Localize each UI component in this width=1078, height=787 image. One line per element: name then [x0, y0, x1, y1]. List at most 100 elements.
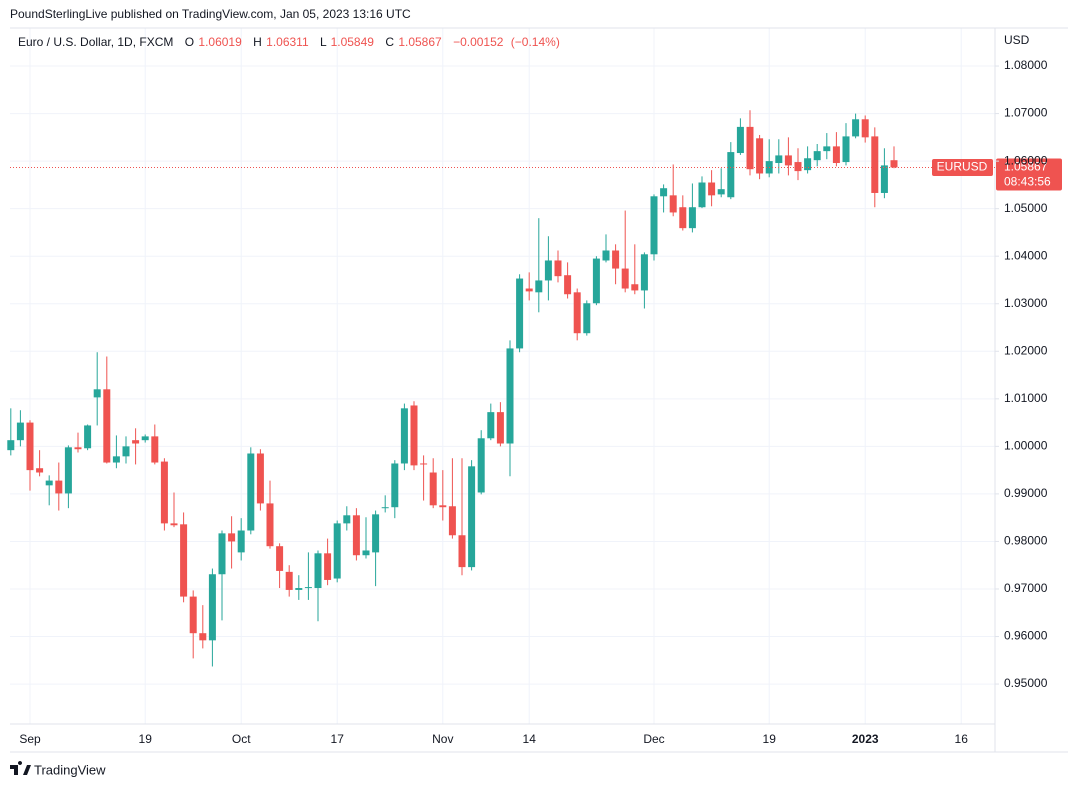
y-tick-label: 1.02000 — [1004, 343, 1048, 357]
candle-body — [871, 136, 879, 193]
y-unit: USD — [1004, 33, 1030, 47]
candle-body — [852, 119, 860, 137]
open-label: O — [185, 35, 194, 49]
candle-body — [218, 533, 226, 575]
candle-body — [247, 453, 255, 531]
brand-name: TradingView — [34, 762, 106, 777]
close-label: C — [385, 35, 394, 49]
brand-logo: TradingView — [10, 761, 106, 777]
candle-body — [477, 438, 485, 493]
candle-body — [660, 188, 668, 197]
candle-body — [324, 553, 332, 580]
x-tick-label: 14 — [523, 732, 537, 746]
candle-body — [880, 165, 888, 193]
candle-body — [650, 196, 658, 255]
logo-icon — [10, 761, 31, 775]
candle-body — [688, 207, 696, 229]
candle-body — [208, 574, 216, 641]
candle-body — [679, 207, 687, 229]
candle-body — [592, 258, 600, 304]
candle-body — [554, 260, 562, 277]
candle-body — [26, 422, 34, 471]
high-label: H — [253, 35, 262, 49]
price-tag-bg — [996, 158, 1062, 191]
candle-body — [362, 550, 370, 556]
candle-body — [84, 425, 92, 449]
candle-body — [304, 587, 312, 589]
candle-body — [458, 535, 466, 568]
candle-body — [429, 472, 437, 506]
candle-body — [141, 436, 149, 441]
candle-body — [228, 533, 236, 542]
candle-body — [237, 530, 245, 553]
y-tick-label: 1.07000 — [1004, 106, 1048, 120]
x-tick-label: Dec — [643, 732, 664, 746]
candle-body — [7, 440, 15, 451]
candle-body — [535, 280, 543, 293]
candle-body — [381, 507, 389, 509]
y-tick-label: 0.98000 — [1004, 534, 1048, 548]
high-value: 1.06311 — [266, 35, 309, 49]
candle-body — [525, 288, 533, 292]
candle-body — [727, 152, 735, 198]
candle-body — [842, 136, 850, 163]
candle-body — [496, 412, 504, 444]
x-tick-label: 16 — [955, 732, 969, 746]
grid — [10, 28, 995, 724]
candle-body — [314, 553, 322, 589]
candle-body — [861, 119, 869, 138]
candle-body — [199, 633, 207, 641]
candle-body — [170, 523, 178, 526]
candle-body — [352, 515, 360, 556]
x-tick-label: Oct — [232, 732, 251, 746]
candle-body — [487, 412, 495, 439]
y-tick-label: 1.01000 — [1004, 391, 1048, 405]
candle-body — [400, 408, 408, 464]
candle-body — [717, 189, 725, 195]
candle-body — [583, 303, 591, 334]
y-tick-label: 0.96000 — [1004, 629, 1048, 643]
candle-body — [756, 138, 764, 174]
candle-body — [516, 278, 524, 349]
candle-body — [544, 260, 552, 281]
candle-body — [36, 468, 44, 473]
candle-body — [276, 546, 284, 571]
candle-body — [55, 480, 63, 494]
candle-body — [746, 126, 754, 170]
candle-body — [736, 126, 744, 154]
candle-body — [189, 596, 197, 634]
candle-body — [439, 505, 447, 508]
candle-body — [804, 158, 812, 171]
candle-body — [256, 453, 264, 504]
candle-body — [45, 480, 53, 486]
legend: Euro / U.S. Dollar, 1D, FXCM O 1.06019 H… — [18, 35, 560, 49]
candle-body — [506, 348, 514, 444]
candle-body — [74, 447, 82, 450]
candle-body — [794, 162, 802, 172]
candle-body — [890, 160, 898, 168]
candle-body — [468, 466, 476, 568]
candle-body — [410, 405, 418, 466]
candle-body — [122, 446, 130, 457]
ticker-tag-bg — [932, 158, 993, 176]
x-tick-label: 2023 — [852, 732, 879, 746]
candle-body — [333, 523, 341, 579]
candle-body — [669, 195, 677, 213]
y-tick-label: 0.99000 — [1004, 486, 1048, 500]
candle-body — [698, 182, 706, 208]
y-tick-label: 1.00000 — [1004, 439, 1048, 453]
low-label: L — [320, 35, 327, 49]
candle-body — [602, 250, 610, 261]
candle-body — [285, 571, 293, 590]
y-tick-label: 1.08000 — [1004, 58, 1048, 72]
candle-body — [813, 151, 821, 161]
candle-body — [823, 146, 831, 152]
low-value: 1.05849 — [331, 35, 375, 49]
change-pct: (−0.14%) — [511, 35, 560, 49]
candle-body — [112, 456, 120, 463]
candle-body — [372, 514, 380, 553]
x-tick-label: Sep — [19, 732, 41, 746]
candle-body — [573, 292, 581, 334]
